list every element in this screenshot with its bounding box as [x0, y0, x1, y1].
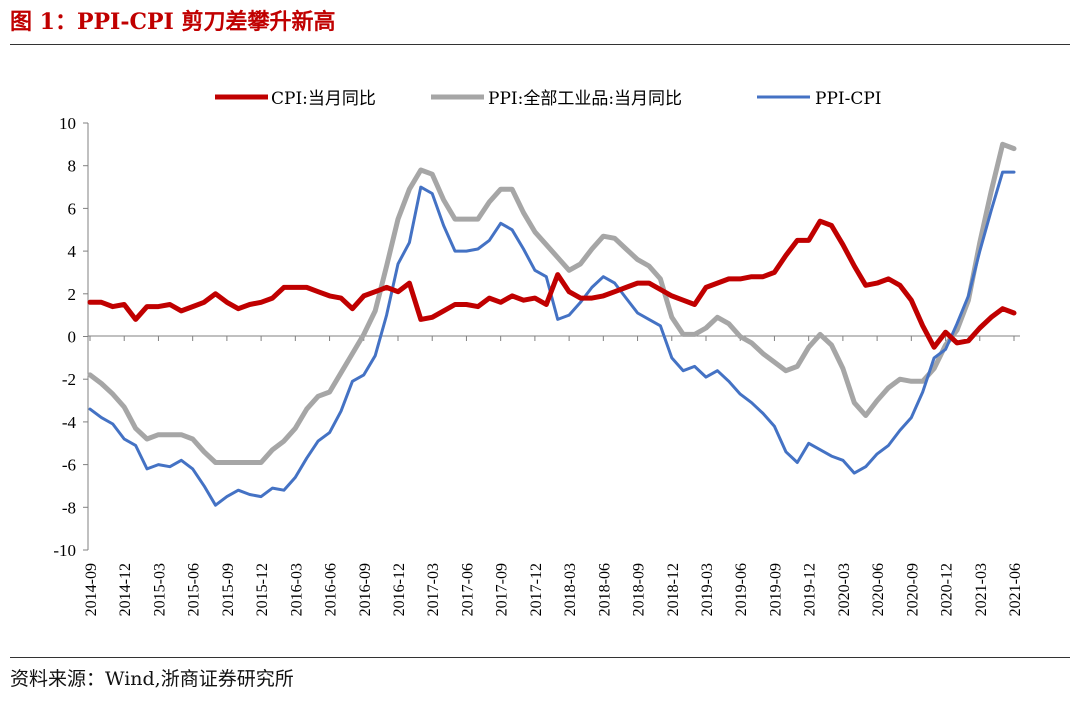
x-tick-label: 2017-12: [528, 563, 545, 616]
x-tick-label: 2018-03: [562, 563, 579, 616]
y-tick-label: 10: [59, 114, 76, 133]
x-tick-label: 2020-09: [904, 563, 921, 616]
x-tick-label: 2019-06: [733, 563, 750, 616]
title-divider: [10, 44, 1070, 45]
x-tick-label: 2015-09: [220, 563, 237, 616]
x-tick-label: 2014-12: [117, 563, 134, 616]
legend-label-cpi: CPI:当月同比: [271, 89, 376, 109]
x-tick-label: 2021-06: [1007, 563, 1024, 616]
x-tick-label: 2018-06: [596, 563, 613, 616]
y-tick-label: 2: [68, 285, 77, 304]
source-note: 资料来源：Wind,浙商证券研究所: [10, 668, 294, 690]
x-tick-label: 2014-09: [83, 563, 100, 616]
x-tick-label: 2016-03: [288, 563, 305, 616]
x-tick-label: 2015-03: [151, 563, 168, 616]
x-tick-label: 2016-09: [357, 563, 374, 616]
x-tick-label: 2018-09: [631, 563, 648, 616]
source-divider: [10, 657, 1070, 658]
legend: CPI:当月同比 PPI:全部工业品:当月同比 PPI-CPI: [215, 89, 882, 109]
x-tick-label: 2017-03: [425, 563, 442, 616]
x-tick-label: 2019-12: [802, 563, 819, 616]
y-tick-label: 8: [68, 157, 77, 176]
x-tick-label: 2017-09: [494, 563, 511, 616]
legend-label-ppi: PPI:全部工业品:当月同比: [488, 89, 682, 109]
x-tick-label: 2016-06: [323, 563, 340, 616]
x-tick-label: 2020-12: [939, 563, 956, 616]
x-tick-label: 2017-06: [459, 563, 476, 616]
series-line-diff: [88, 170, 1016, 507]
series-line-ppi: [87, 141, 1017, 465]
x-tick-label: 2020-03: [836, 563, 853, 616]
y-axis-group: -10 -8 -6 -4 -2 0 2 4 6 8 10: [53, 114, 89, 560]
x-tick-label: 2015-12: [254, 563, 271, 616]
y-tick-label: -10: [53, 541, 76, 560]
x-axis-group: 2014-09 2014-12 2015-03 2015-06 2015-09 2015-…: [83, 335, 1024, 616]
x-tick-label: 2018-12: [665, 563, 682, 616]
y-tick-label: -2: [62, 370, 76, 389]
x-tick-label: 2019-03: [699, 563, 716, 616]
series-group: [87, 141, 1017, 507]
figure-title: 图 1：PPI-CPI 剪刀差攀升新高: [10, 9, 336, 35]
legend-label-diff: PPI-CPI: [815, 89, 882, 109]
y-tick-label: -8: [62, 498, 76, 517]
x-tick-label: 2020-06: [870, 563, 887, 616]
x-tick-label: 2021-03: [973, 563, 990, 616]
series-line-cpi: [87, 218, 1017, 350]
y-tick-label: -6: [62, 456, 76, 475]
x-tick-label: 2015-06: [186, 563, 203, 616]
y-tick-label: 0: [68, 328, 77, 347]
y-tick-label: -4: [62, 413, 77, 432]
x-tick-label: 2016-12: [391, 563, 408, 616]
y-tick-label: 4: [68, 242, 77, 261]
x-tick-label: 2019-09: [767, 563, 784, 616]
y-tick-label: 6: [68, 199, 77, 218]
